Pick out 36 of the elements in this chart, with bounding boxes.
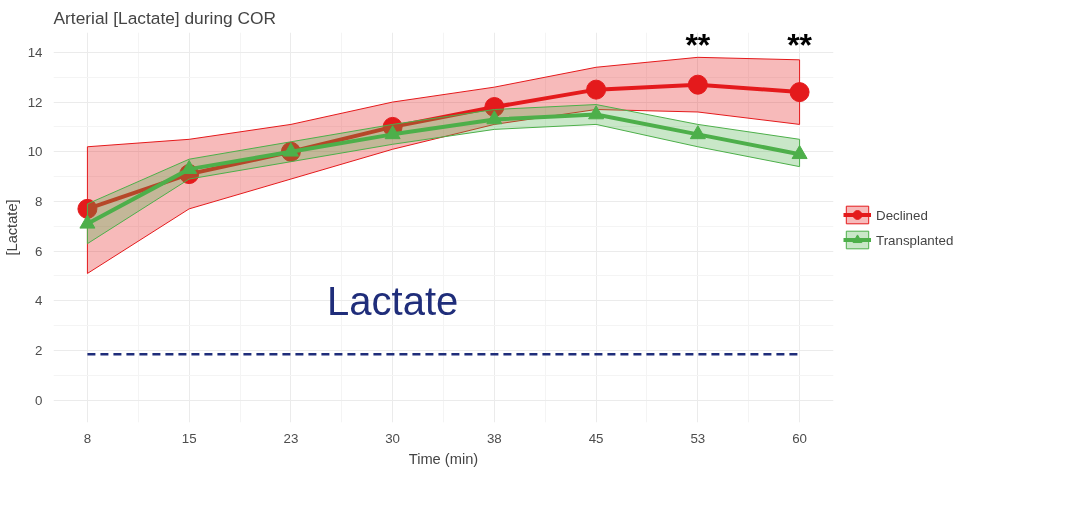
point — [689, 125, 706, 140]
x-tick-label: 23 — [283, 430, 299, 446]
point — [588, 105, 605, 120]
x-tick-label: 15 — [181, 430, 197, 446]
point — [79, 214, 96, 229]
annotation: ** — [787, 26, 813, 63]
x-axis-title: Time (min) — [408, 450, 479, 467]
x-tick-label: 38 — [486, 430, 502, 446]
y-tick-label: 14 — [27, 44, 44, 60]
point — [181, 159, 198, 174]
x-tick-label: 8 — [83, 430, 92, 446]
annotation: ** — [685, 26, 711, 63]
point — [486, 110, 503, 125]
x-tick-label: 30 — [385, 430, 401, 446]
point — [384, 125, 401, 140]
chart-title: Arterial [Lactate] during COR — [53, 7, 276, 28]
y-tick-label: 12 — [27, 94, 43, 110]
point — [791, 145, 808, 160]
legend-label: Declined — [876, 207, 928, 222]
x-tick-label: 53 — [690, 430, 706, 446]
y-tick-label: 4 — [35, 293, 44, 309]
y-tick-label: 8 — [35, 193, 43, 209]
y-tick-label: 6 — [35, 243, 43, 259]
y-tick-label: 10 — [27, 144, 43, 160]
y-tick-label: 2 — [35, 342, 43, 358]
legend-label: Transplanted — [876, 232, 954, 247]
x-tick-label: 60 — [792, 430, 807, 446]
point — [77, 198, 98, 219]
y-axis-title: [Lactate] — [3, 199, 20, 256]
point — [282, 142, 299, 157]
y-tick-label: 0 — [35, 392, 43, 408]
x-tick-label: 45 — [588, 430, 604, 446]
point — [789, 82, 810, 103]
point — [687, 74, 708, 95]
annotation: Lactate — [327, 278, 459, 323]
point — [586, 79, 607, 100]
